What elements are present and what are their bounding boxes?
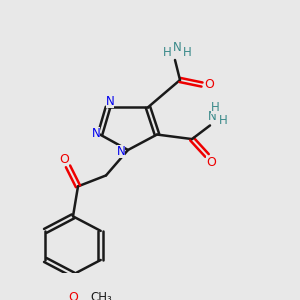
Text: O: O — [68, 291, 78, 300]
Text: H: H — [211, 101, 219, 114]
Text: H: H — [219, 114, 227, 128]
Text: N: N — [208, 110, 216, 123]
Text: N: N — [106, 95, 114, 108]
Text: CH₃: CH₃ — [90, 291, 112, 300]
Text: N: N — [117, 145, 125, 158]
Text: O: O — [59, 153, 69, 166]
Text: N: N — [92, 127, 100, 140]
Text: H: H — [183, 46, 191, 59]
Text: H: H — [163, 46, 171, 59]
Text: O: O — [204, 78, 214, 91]
Text: N: N — [172, 41, 182, 54]
Text: O: O — [206, 156, 216, 169]
